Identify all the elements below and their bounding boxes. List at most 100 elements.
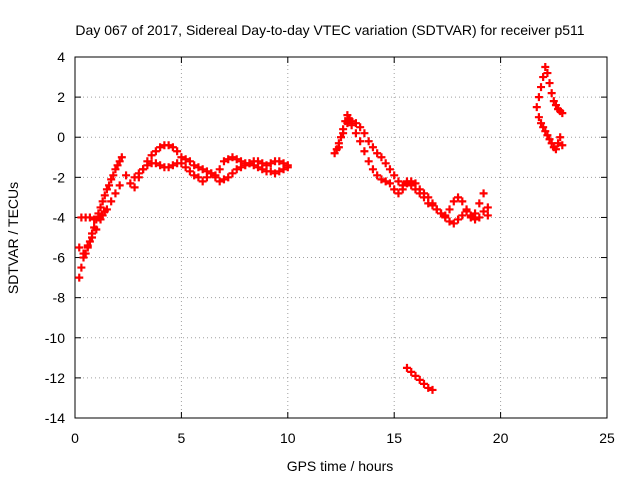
data-point bbox=[398, 181, 407, 190]
data-point bbox=[79, 249, 88, 258]
data-point bbox=[551, 101, 560, 110]
data-point bbox=[356, 123, 365, 132]
data-point bbox=[479, 189, 488, 198]
data-point bbox=[343, 119, 352, 128]
data-point bbox=[271, 169, 280, 178]
data-point bbox=[347, 117, 356, 126]
data-point bbox=[102, 185, 111, 194]
plot-frame bbox=[74, 56, 608, 419]
data-point bbox=[228, 153, 237, 162]
data-point bbox=[190, 171, 199, 180]
grid bbox=[75, 57, 607, 418]
data-point bbox=[368, 143, 377, 152]
y-tick-label: 0 bbox=[57, 129, 65, 145]
data-point bbox=[117, 153, 126, 162]
y-tick-label: -14 bbox=[45, 410, 65, 426]
data-point bbox=[100, 191, 109, 200]
data-point bbox=[241, 161, 250, 170]
y-axis-label: SDTVAR / TECUs bbox=[5, 182, 21, 294]
data-point bbox=[543, 131, 552, 140]
data-point bbox=[554, 139, 563, 148]
data-point bbox=[534, 93, 543, 102]
data-point bbox=[390, 171, 399, 180]
data-point bbox=[115, 181, 124, 190]
data-point bbox=[177, 159, 186, 168]
data-point bbox=[232, 165, 241, 174]
data-point bbox=[390, 185, 399, 194]
data-point bbox=[545, 79, 554, 88]
data-point bbox=[458, 197, 467, 206]
data-point bbox=[254, 163, 263, 172]
data-point bbox=[532, 103, 541, 112]
data-point bbox=[475, 213, 484, 222]
data-point bbox=[245, 159, 254, 168]
data-point bbox=[385, 165, 394, 174]
data-point bbox=[454, 215, 463, 224]
data-point bbox=[419, 379, 428, 388]
data-point bbox=[539, 123, 548, 132]
data-point bbox=[407, 367, 416, 376]
data-point bbox=[475, 199, 484, 208]
x-tick-label: 20 bbox=[493, 430, 509, 446]
y-tick-label: -10 bbox=[45, 330, 65, 346]
data-point bbox=[364, 137, 373, 146]
data-point bbox=[164, 163, 173, 172]
data-point bbox=[466, 211, 475, 220]
data-point bbox=[85, 213, 94, 222]
data-point bbox=[415, 189, 424, 198]
x-axis-label: GPS time / hours bbox=[287, 458, 394, 474]
data-point bbox=[334, 143, 343, 152]
data-point bbox=[211, 173, 220, 182]
data-point bbox=[156, 161, 165, 170]
data-point bbox=[537, 119, 546, 128]
y-tick-label: 4 bbox=[57, 49, 65, 65]
data-point bbox=[415, 375, 424, 384]
data-point bbox=[356, 137, 365, 146]
data-point bbox=[181, 163, 190, 172]
data-point bbox=[111, 189, 120, 198]
data-point bbox=[541, 63, 550, 72]
y-tick-label: -8 bbox=[53, 290, 66, 306]
data-point bbox=[85, 237, 94, 246]
data-point bbox=[190, 161, 199, 170]
data-point bbox=[394, 177, 403, 186]
data-point bbox=[551, 145, 560, 154]
data-point bbox=[373, 149, 382, 158]
x-tick-label: 15 bbox=[386, 430, 402, 446]
data-point bbox=[411, 371, 420, 380]
data-point bbox=[351, 119, 360, 128]
data-point bbox=[275, 157, 284, 166]
data-point bbox=[107, 197, 116, 206]
data-point bbox=[96, 203, 105, 212]
data-point bbox=[275, 167, 284, 176]
data-point bbox=[339, 129, 348, 138]
data-point bbox=[537, 83, 546, 92]
data-point bbox=[462, 207, 471, 216]
data-point bbox=[77, 263, 86, 272]
data-point bbox=[266, 159, 275, 168]
data-point bbox=[381, 159, 390, 168]
data-point bbox=[173, 147, 182, 156]
data-point bbox=[202, 173, 211, 182]
data-point bbox=[151, 147, 160, 156]
data-point bbox=[381, 177, 390, 186]
data-point bbox=[75, 243, 84, 252]
data-point bbox=[360, 129, 369, 138]
data-point bbox=[224, 155, 233, 164]
data-point bbox=[100, 207, 109, 216]
data-point bbox=[394, 189, 403, 198]
data-point bbox=[147, 151, 156, 160]
data-point bbox=[545, 135, 554, 144]
data-point bbox=[543, 69, 552, 78]
data-point bbox=[441, 213, 450, 222]
data-point bbox=[111, 165, 120, 174]
data-point bbox=[98, 211, 107, 220]
data-point bbox=[449, 219, 458, 228]
data-point bbox=[360, 147, 369, 156]
data-point bbox=[122, 171, 131, 180]
data-point bbox=[458, 211, 467, 220]
data-point bbox=[539, 73, 548, 82]
x-tick-label: 5 bbox=[178, 430, 186, 446]
data-point bbox=[75, 273, 84, 282]
data-point bbox=[402, 363, 411, 372]
